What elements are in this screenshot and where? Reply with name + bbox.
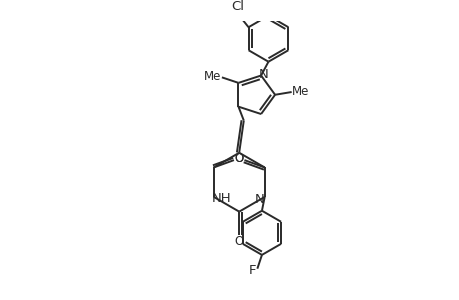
Text: Cl: Cl <box>230 1 243 13</box>
Text: O: O <box>235 152 244 165</box>
Text: Me: Me <box>291 85 309 98</box>
Text: N: N <box>258 68 268 81</box>
Text: F: F <box>248 264 256 277</box>
Text: O: O <box>234 235 243 248</box>
Text: NH: NH <box>212 192 231 205</box>
Text: Me: Me <box>204 70 221 83</box>
Text: N: N <box>255 193 264 206</box>
Text: O: O <box>234 152 243 165</box>
